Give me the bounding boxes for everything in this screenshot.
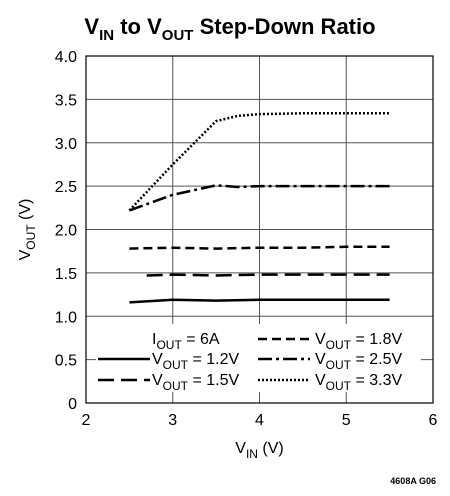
series-line-v-out-1.8v [129,245,390,250]
y-tick-label-3.0: 3.0 [55,136,77,153]
y-tick-label-1.0: 1.0 [55,309,77,326]
y-tick-label-2.5: 2.5 [55,179,77,196]
x-tick-label-5: 5 [342,412,351,429]
x-axis-label: VIN (V) [235,440,283,461]
y-tick-label-3.5: 3.5 [55,92,77,109]
x-tick-label-3: 3 [168,412,177,429]
y-tick-label-2.0: 2.0 [55,223,77,240]
chart-title: VIN to VOUT Step-Down Ratio [84,14,375,44]
plot-frame [85,55,434,404]
legend-label-3.3v: VOUT = 3.3V [315,372,402,393]
legend-header: IOUT = 6A [152,331,220,352]
legend-label-1.2v: VOUT = 1.2V [152,351,239,372]
series-layer [128,112,390,304]
legend-label-1.5v: VOUT = 1.5V [152,372,239,393]
series-line-v-out-1.2v [129,298,390,304]
legend-label-1.8v: VOUT = 1.8V [315,331,402,352]
y-tick-label-1.5: 1.5 [55,266,77,283]
series-line-v-out-3.3v [128,112,390,212]
y-tick-label-0: 0 [68,396,77,413]
legend-label-2.5v: VOUT = 2.5V [315,351,402,372]
y-tick-label-4.0: 4.0 [55,49,77,66]
legend: IOUT = 6A VOUT = 1.8V VOUT = 1.2V VOUT =… [96,324,421,393]
y-axis-label: VOUT (V) [17,199,38,261]
figure-id: 4608A G06 [390,476,436,486]
series-line-v-out-1.5v [146,273,390,277]
series-line-v-out-2.5v [128,184,390,212]
x-tick-label-2: 2 [82,412,91,429]
tick-labels: 2 3 4 5 6 0 0.5 1.0 1.5 2.0 2.5 3.0 3.5 4.0 [55,49,438,429]
x-tick-label-6: 6 [429,412,438,429]
x-tick-label-4: 4 [255,412,264,429]
y-tick-label-0.5: 0.5 [55,353,77,370]
